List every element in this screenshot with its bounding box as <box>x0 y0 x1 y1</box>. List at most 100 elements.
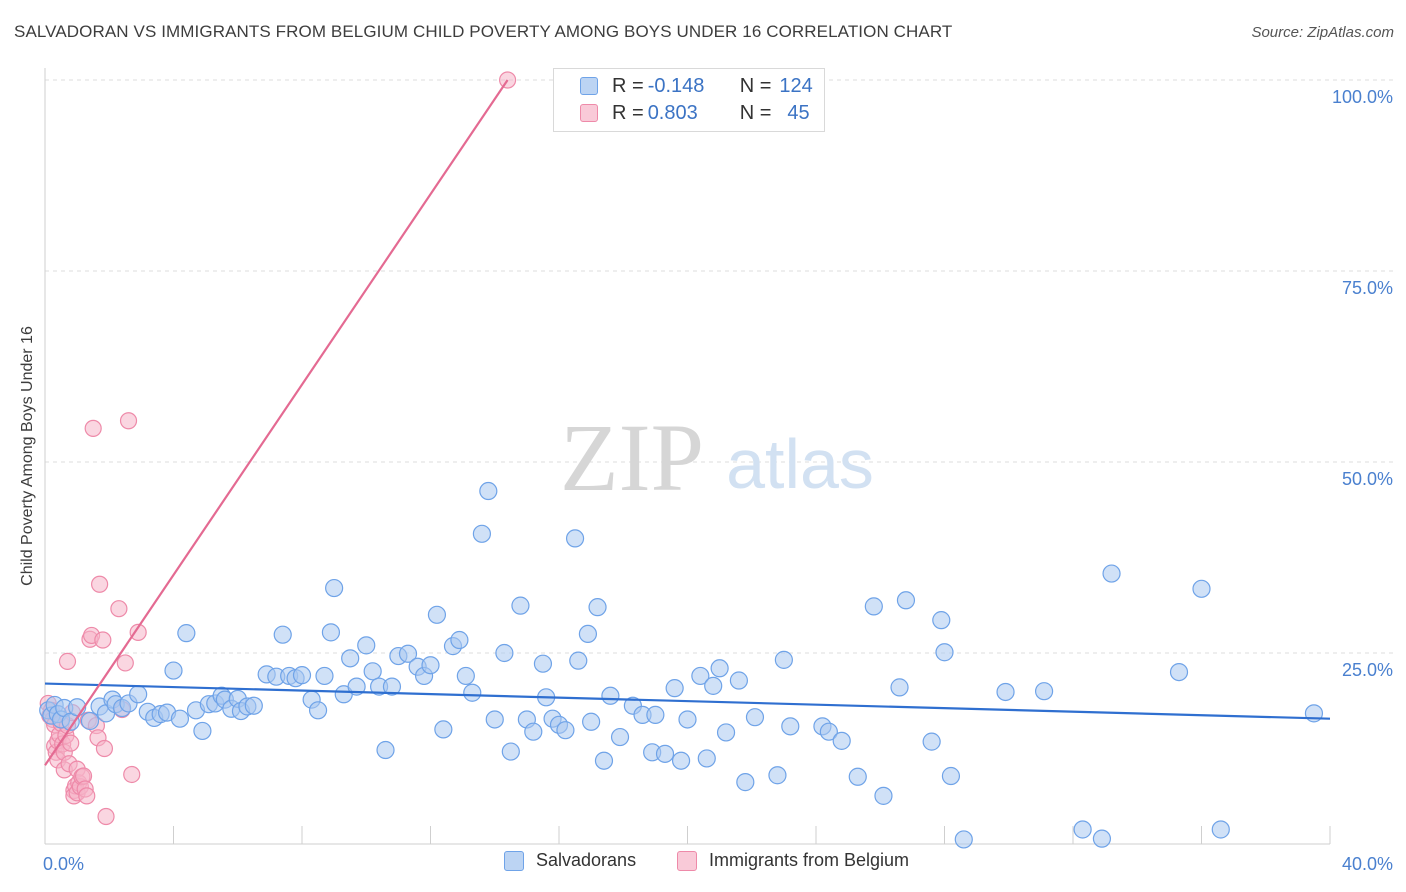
salvadoran-point <box>781 717 800 736</box>
salvadoran-point <box>578 624 598 644</box>
belgium-point <box>129 623 147 641</box>
salvadoran-point <box>341 649 360 668</box>
salvadoran-point <box>463 683 482 702</box>
legend-row-salvadorans: R = -0.148 N = 124 <box>580 73 813 99</box>
salvadoran-point <box>819 722 838 741</box>
salvadoran-point <box>941 766 961 786</box>
salvadoran-point <box>170 709 190 728</box>
belgium-point <box>119 412 138 430</box>
legend-n-value: 124 <box>779 74 813 97</box>
belgium-point <box>91 575 109 593</box>
salvadoran-point <box>610 727 630 747</box>
salvadoran-point <box>874 786 893 805</box>
salvadoran-point <box>710 659 729 678</box>
salvadoran-point <box>935 643 954 662</box>
salvadoran-point <box>485 710 504 729</box>
salvadoran-point <box>533 654 553 673</box>
salvadoran-point <box>646 705 665 724</box>
salvadoran-point <box>244 696 263 715</box>
salvadoran-point <box>427 605 447 624</box>
legend-item-salvadorans[interactable]: Salvadorans <box>504 850 636 871</box>
salvadoran-point <box>832 731 851 750</box>
trend-lines <box>44 79 1331 766</box>
salvadoran-point <box>774 650 793 669</box>
y-tick-label: 50.0% <box>1342 469 1393 489</box>
salvadoran-point <box>716 723 736 742</box>
salvadoran-point <box>864 597 883 616</box>
salvadoran-point <box>890 678 909 697</box>
salvadoran-point <box>1102 564 1121 583</box>
salvadoran-point <box>582 712 601 731</box>
salvadoran-point <box>736 773 755 792</box>
series-legend: Salvadorans Immigrants from Belgium <box>0 850 1406 878</box>
salvadoran-point <box>556 721 575 740</box>
salvadoran-point <box>479 481 498 501</box>
salvadoran-point <box>177 624 196 643</box>
salvadoran-point <box>588 598 607 617</box>
legend-n-value: 45 <box>787 101 810 124</box>
salvadoran-point <box>472 524 491 543</box>
belgium-point <box>58 652 77 671</box>
salvadoran-point <box>1192 579 1211 598</box>
salvadoran-point <box>1211 820 1230 839</box>
salvadoran-point <box>421 656 440 675</box>
salvadoran-point <box>376 740 395 760</box>
salvadoran-point <box>565 529 585 548</box>
salvadoran-point <box>80 711 100 731</box>
belgium-point <box>116 654 134 672</box>
salvadoran-point <box>932 611 951 630</box>
y-tick-label: 75.0% <box>1342 278 1393 298</box>
source-label: Source: ZipAtlas.com <box>1251 24 1394 41</box>
salvadoran-trend-line <box>44 682 1331 720</box>
salvadoran-point <box>321 623 341 642</box>
watermark-atlas: atlas <box>726 425 874 503</box>
salvadoran-point <box>848 767 867 786</box>
belgium-point <box>84 419 102 437</box>
legend-label-salvadorans: Salvadorans <box>536 850 637 870</box>
salvadoran-point <box>745 708 765 727</box>
legend-r-label: R = <box>612 101 644 124</box>
salvadoran-point <box>501 742 520 761</box>
y-tick-label: 100.0% <box>1332 87 1393 107</box>
salvadoran-point <box>1092 829 1112 848</box>
salvadoran-point <box>665 679 684 698</box>
salvadoran-point <box>292 666 312 685</box>
watermark: ZIP atlas <box>560 404 874 511</box>
legend-swatch-belgium <box>677 850 697 871</box>
salvadoran-point <box>450 630 469 650</box>
legend-row-belgium: R = 0.803 N = 45 <box>580 100 810 126</box>
salvadoran-point <box>601 686 620 705</box>
salvadoran-point <box>704 676 723 695</box>
salvadoran-point <box>164 661 183 680</box>
belgium-point <box>62 734 80 752</box>
legend-item-belgium[interactable]: Immigrants from Belgium <box>677 850 909 871</box>
grid-lines <box>45 79 1394 654</box>
belgium-point <box>110 600 128 618</box>
belgium-point <box>95 739 114 758</box>
salvadoran-point <box>896 591 916 610</box>
salvadoran-point <box>691 666 710 686</box>
salvadoran-point <box>382 677 402 696</box>
salvadoran-point <box>315 666 334 686</box>
legend-n-label: N = <box>739 101 772 124</box>
x-tick-label: 0.0% <box>43 854 84 874</box>
salvadoran-point <box>954 830 973 849</box>
salvadoran-point <box>1073 820 1092 839</box>
salvadoran-point <box>273 625 292 644</box>
belgium-point <box>78 787 96 805</box>
salvadoran-point <box>456 666 475 686</box>
watermark-zip: ZIP <box>560 404 704 511</box>
salvadoran-point <box>524 722 543 741</box>
salvadoran-point <box>434 720 453 739</box>
legend-n-label: N = <box>739 74 772 97</box>
legend-swatch-belgium <box>580 104 598 122</box>
salvadoran-point <box>357 636 376 655</box>
salvadoran-point <box>398 644 418 663</box>
legend-label-belgium: Immigrants from Belgium <box>709 850 910 870</box>
belgium-point <box>94 631 112 649</box>
legend-r-value: -0.148 <box>647 74 705 97</box>
salvadoran-point <box>697 749 716 768</box>
tick-labels: 100.0% 75.0% 50.0% 25.0% 0.0% 40.0% <box>43 87 1393 874</box>
salvadoran-point <box>495 643 514 663</box>
